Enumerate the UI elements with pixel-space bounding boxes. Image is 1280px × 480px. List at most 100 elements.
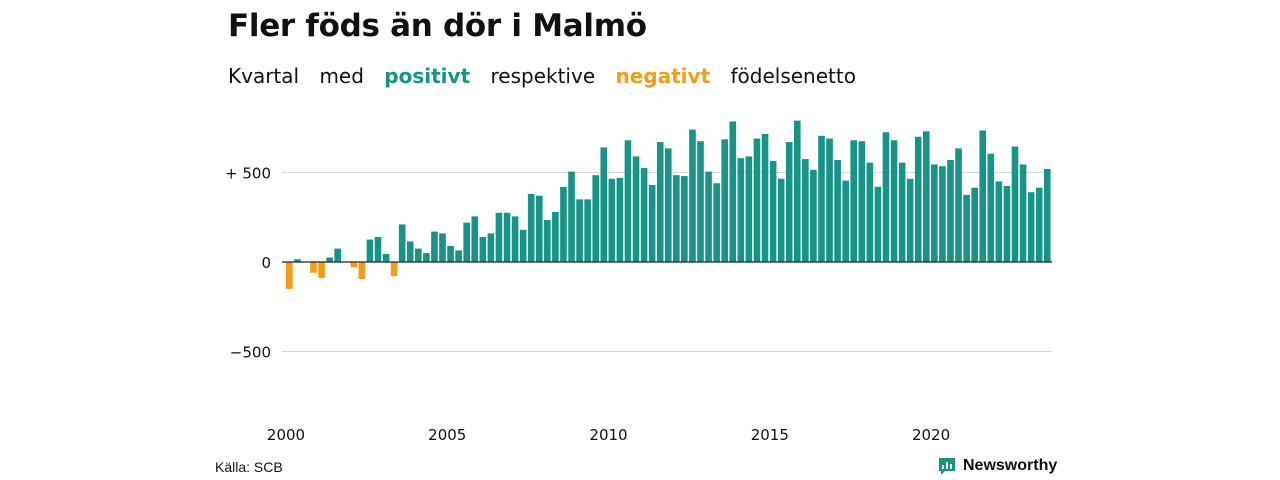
x-tick-label: 2005: [428, 426, 466, 444]
bar: [729, 121, 737, 263]
bar: [390, 262, 398, 277]
bar: [737, 158, 745, 262]
brand-logo[interactable]: Newsworthy: [937, 456, 1057, 476]
bar: [914, 136, 922, 262]
bar: [1003, 185, 1011, 263]
subtitle-positive-label: positivt: [384, 64, 471, 88]
bar: [511, 216, 519, 262]
bar: [874, 186, 882, 262]
bar: [689, 129, 696, 262]
bar: [1035, 187, 1043, 262]
bar: [640, 168, 648, 262]
bar: [995, 181, 1003, 262]
x-tick-label: 2020: [912, 426, 950, 444]
bar: [906, 178, 914, 262]
bar: [882, 132, 890, 262]
bar: [922, 131, 930, 262]
x-tick-label: 2015: [751, 426, 789, 444]
bar: [898, 162, 906, 262]
bar: [753, 138, 761, 262]
bar: [664, 148, 672, 262]
bar: [1019, 164, 1027, 262]
bar: [535, 195, 543, 262]
bar: [890, 140, 898, 262]
bar: [294, 259, 301, 262]
bar: [568, 171, 575, 262]
bar: [947, 159, 954, 262]
bar: [777, 178, 785, 262]
bar: [793, 120, 801, 262]
source-note: Källa: SCB: [215, 459, 283, 475]
bar: [705, 171, 712, 262]
bar: [310, 262, 317, 273]
bar: [592, 175, 600, 262]
bar: [858, 141, 866, 262]
bar: [503, 212, 511, 263]
bar: [358, 262, 366, 279]
bar: [479, 236, 487, 262]
bar: [431, 231, 438, 262]
bar: [987, 153, 995, 262]
bar: [761, 134, 769, 262]
bar: [616, 177, 624, 262]
bar: [463, 222, 470, 262]
subtitle-negative-label: negativt: [615, 64, 711, 88]
bar: [1027, 192, 1035, 262]
bar: [1043, 168, 1051, 262]
bar: [471, 216, 479, 262]
bar: [527, 193, 535, 262]
bar: [382, 253, 390, 262]
bar: [826, 138, 833, 262]
subtitle-word: med: [319, 64, 364, 88]
bar: [423, 253, 430, 262]
bar: [931, 164, 938, 262]
bar: [552, 211, 559, 262]
bar: [624, 140, 632, 262]
bar: [673, 175, 680, 262]
subtitle-word: respektive: [490, 64, 596, 88]
x-tick-label: 2010: [589, 426, 627, 444]
bar: [398, 224, 406, 262]
bar: [963, 194, 970, 263]
bar: [834, 159, 841, 262]
bar: [769, 160, 777, 262]
bar: [334, 248, 341, 262]
bar: [487, 233, 495, 262]
bar: [608, 178, 616, 262]
bar: [584, 199, 591, 262]
bar: [939, 166, 946, 263]
chart-title: Fler föds än dör i Malmö: [228, 8, 647, 44]
bar: [406, 241, 414, 262]
chart-subtitle: Kvartal med positivt respektive negativt…: [228, 64, 870, 88]
y-tick-label: −500: [230, 344, 271, 362]
bar: [802, 159, 809, 262]
bar: [455, 250, 462, 262]
subtitle-word: Kvartal: [228, 64, 300, 88]
x-tick-label: 2000: [267, 426, 305, 444]
bar: [318, 262, 325, 279]
bar: [818, 135, 825, 262]
bar: [745, 156, 753, 262]
brand-name: Newsworthy: [963, 457, 1058, 474]
bar: [842, 180, 849, 262]
bar: [681, 176, 688, 262]
bar: [366, 239, 374, 263]
bar: [785, 142, 793, 262]
bar: [326, 257, 333, 262]
bar: [648, 185, 656, 262]
bar: [576, 199, 583, 262]
bar: [850, 140, 858, 262]
bar: [544, 219, 551, 262]
bar: [447, 245, 454, 262]
bar: [656, 142, 664, 262]
bar: [374, 236, 382, 262]
bar: [560, 186, 567, 262]
bar: [810, 169, 817, 262]
bar: [697, 141, 704, 262]
bar: [350, 262, 358, 268]
bar: [600, 147, 608, 262]
subtitle-word: födelsenetto: [730, 64, 856, 88]
bar: [721, 139, 729, 262]
y-tick-label: + 500: [225, 165, 271, 183]
